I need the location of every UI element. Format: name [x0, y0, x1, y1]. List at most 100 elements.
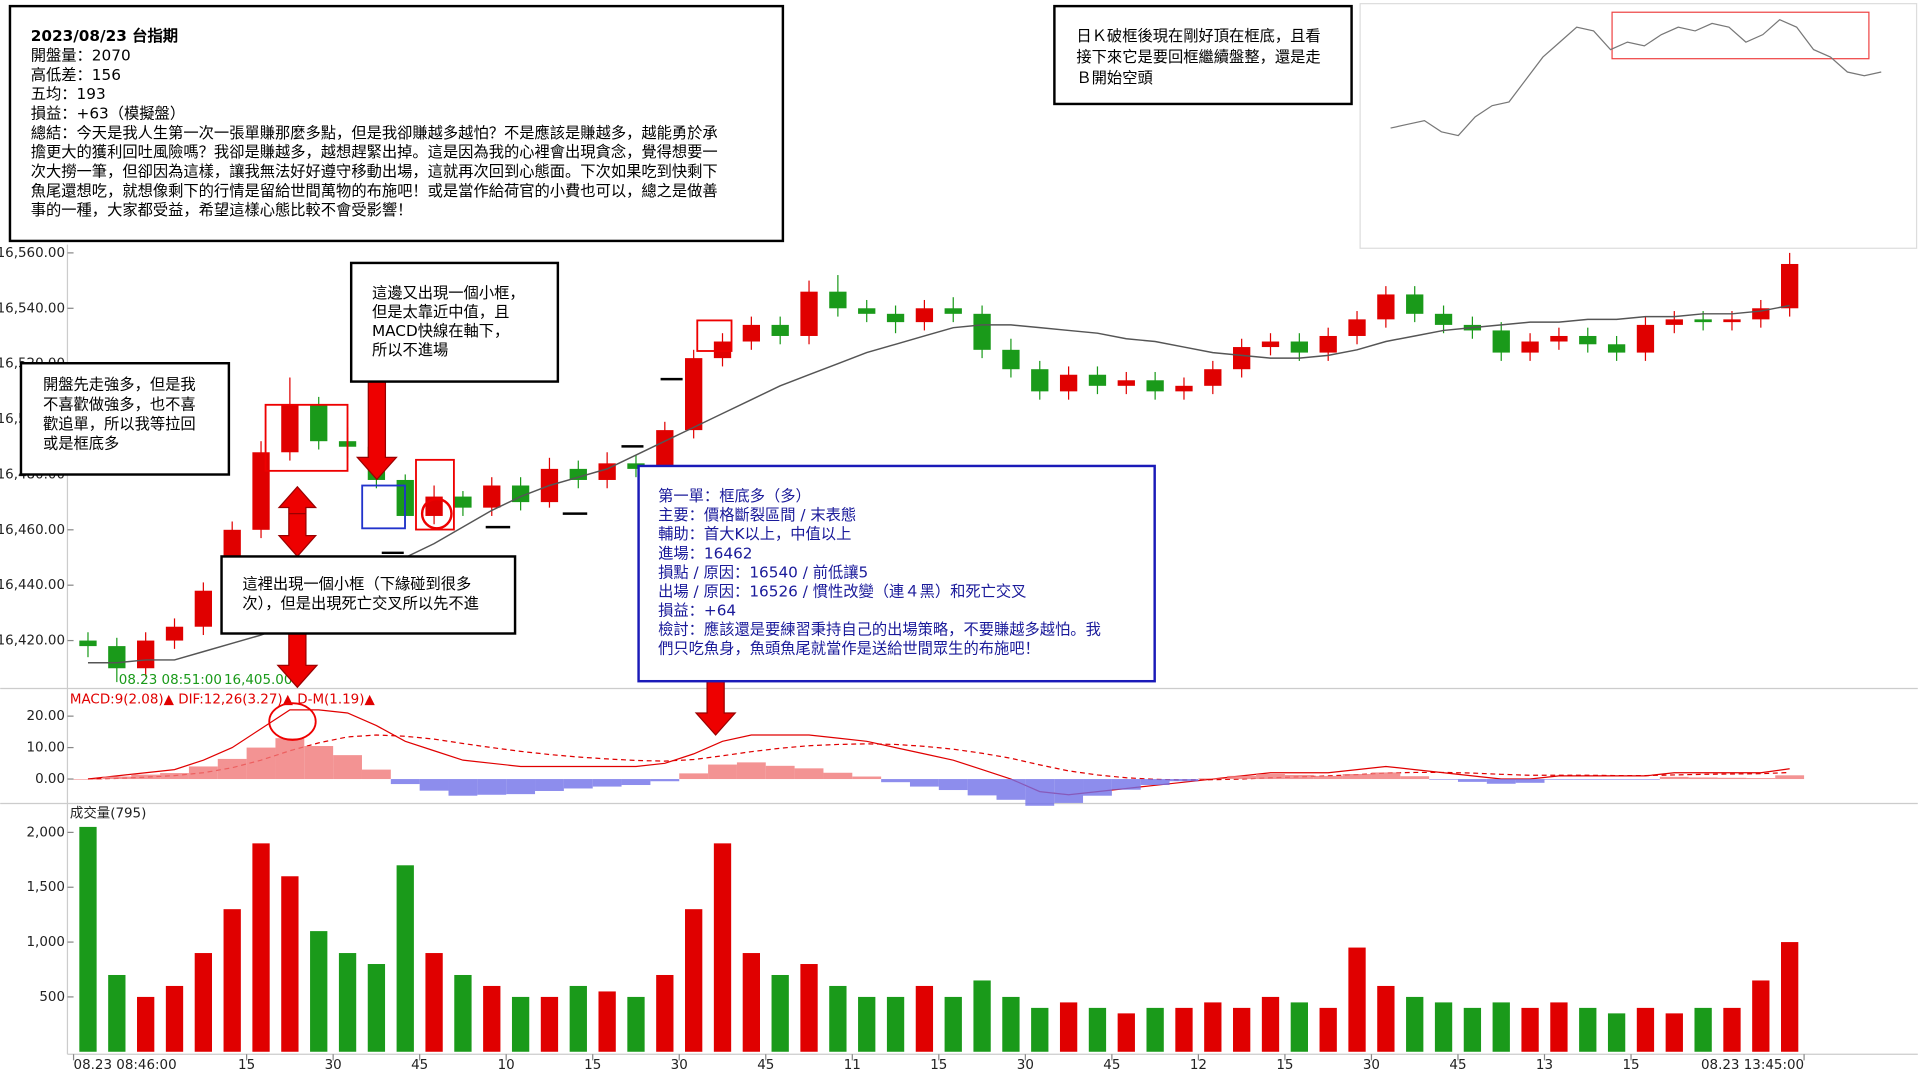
x-tick-label: 30	[671, 1058, 688, 1073]
osc-bar	[160, 773, 189, 780]
y-tick-label: 20.00	[27, 709, 65, 724]
osc-bar	[679, 773, 709, 780]
candle-body	[1521, 341, 1539, 353]
volume-bar	[252, 843, 270, 1052]
candle-body	[1204, 369, 1222, 386]
osc-bar	[563, 779, 593, 789]
volume-bar	[1550, 1002, 1568, 1052]
osc-bar	[217, 758, 247, 780]
candle-body	[1636, 324, 1655, 353]
osc-bar	[1083, 779, 1112, 796]
annotation-box	[1053, 4, 1353, 106]
x-tick-label: 15	[584, 1058, 601, 1073]
annotation-text: 這邊又出現一個小框，	[372, 284, 525, 302]
volume-bar	[1463, 1007, 1482, 1052]
volume-bar	[1146, 1007, 1164, 1052]
candle-body	[915, 308, 934, 323]
x-tick-label: 15	[1622, 1058, 1639, 1073]
osc-bar	[102, 776, 132, 780]
daily-inset	[1359, 3, 1918, 249]
y-tick-label: 16,540.00	[0, 301, 65, 316]
volume-bar	[656, 974, 674, 1052]
candle-body	[1319, 335, 1337, 353]
volume-bar	[454, 974, 472, 1052]
osc-bar	[1198, 778, 1228, 780]
annotation-text: 或是框底多	[43, 434, 119, 452]
candle-body	[1290, 341, 1308, 353]
annotation-text: 損益：+64	[658, 602, 736, 620]
candle-body	[194, 590, 213, 627]
macd-line	[87, 734, 1790, 781]
volume-bar	[194, 953, 213, 1052]
annotation-text: 歡追單，所以我等拉回	[43, 415, 196, 433]
candle-body	[281, 405, 299, 453]
osc-bar	[246, 747, 276, 780]
candle-body	[1752, 308, 1770, 320]
annotation-text: 輔助：首大K以上，中值以上	[658, 525, 851, 543]
osc-bar	[1313, 775, 1343, 780]
osc-bar	[188, 766, 218, 780]
osc-bar	[1342, 774, 1372, 780]
annotation-text: 損益：+63（模擬盤）	[31, 104, 185, 122]
x-tick-label: 30	[1363, 1058, 1380, 1073]
annotation-text: 開盤量：2070	[31, 47, 131, 65]
volume-bar	[1117, 1013, 1135, 1052]
cursor-price: 16,405.00	[224, 673, 292, 688]
x-tick-label: 15	[930, 1058, 947, 1073]
volume-bar	[742, 953, 761, 1052]
cursor-time: 08.23 08:51:00	[119, 673, 222, 688]
annotation-text: 檢討：應該還是要練習秉持自己的出場策略，不要賺越多越怕。我	[658, 621, 1101, 639]
osc-bar	[275, 738, 305, 780]
osc-bar	[1515, 779, 1545, 783]
osc-bar	[1573, 779, 1603, 780]
osc-bar	[1371, 772, 1401, 780]
volume-bar	[944, 996, 962, 1052]
volume-bar	[1752, 980, 1770, 1052]
candle-body	[569, 468, 587, 480]
volume-bar	[1492, 1002, 1510, 1052]
candle-body	[454, 496, 472, 508]
down-arrow	[355, 380, 398, 481]
x-tick-label: 13	[1536, 1058, 1553, 1073]
volume-bar	[1233, 1007, 1251, 1052]
x-tick-label: 08.23 08:46:00	[74, 1058, 177, 1073]
osc-bar	[1140, 779, 1170, 786]
volume-bar	[627, 996, 645, 1052]
volume-bar	[1579, 1007, 1597, 1052]
candle-body	[79, 640, 97, 647]
volume-bar	[1348, 947, 1366, 1052]
annotation-box	[220, 555, 517, 635]
annotation-box	[349, 261, 560, 383]
volume-bar	[79, 826, 97, 1052]
candle-body	[165, 626, 184, 641]
osc-bar	[967, 779, 997, 796]
candle-body	[1117, 380, 1135, 386]
volume-bar	[915, 985, 934, 1052]
y-tick-label: 1,000	[27, 935, 65, 950]
panel-title: 成交量(795)	[70, 804, 146, 821]
volume-bar	[685, 909, 703, 1052]
range-box	[264, 403, 349, 472]
candle-body	[1088, 374, 1107, 386]
annotation-text: 魚尾還想吃，就想像剩下的行情是留給世間萬物的布施吧！或是當作給荷官的小費也可以，…	[31, 182, 718, 200]
osc-bar	[621, 779, 651, 786]
osc-bar	[1486, 779, 1516, 784]
osc-bar	[535, 779, 564, 791]
annotation-text: 次大撈一筆，但卻因為這樣，讓我無法好好遵守移動出場，這就再次回到心態面。下次如果…	[31, 162, 718, 180]
volume-bar	[1781, 942, 1799, 1052]
panel-title: MACD:9(2.08)▲ DIF:12,26(3.27)▲ D-M(1.19)…	[70, 693, 376, 708]
volume-bar	[598, 991, 616, 1052]
down-arrow	[276, 632, 319, 689]
annotation-text: 但是太靠近中值，且	[372, 303, 509, 321]
annotation-text: 事的一種，大家都受益，希望這樣心態比較不會受影響！	[31, 201, 413, 219]
osc-bar	[506, 779, 536, 795]
candle-body	[1002, 349, 1020, 370]
osc-bar	[736, 762, 766, 780]
annotation-marks	[264, 319, 737, 741]
volume-bar	[569, 985, 587, 1052]
circle-mark	[268, 702, 317, 741]
candle-body	[627, 463, 645, 469]
osc-bar	[477, 779, 507, 795]
